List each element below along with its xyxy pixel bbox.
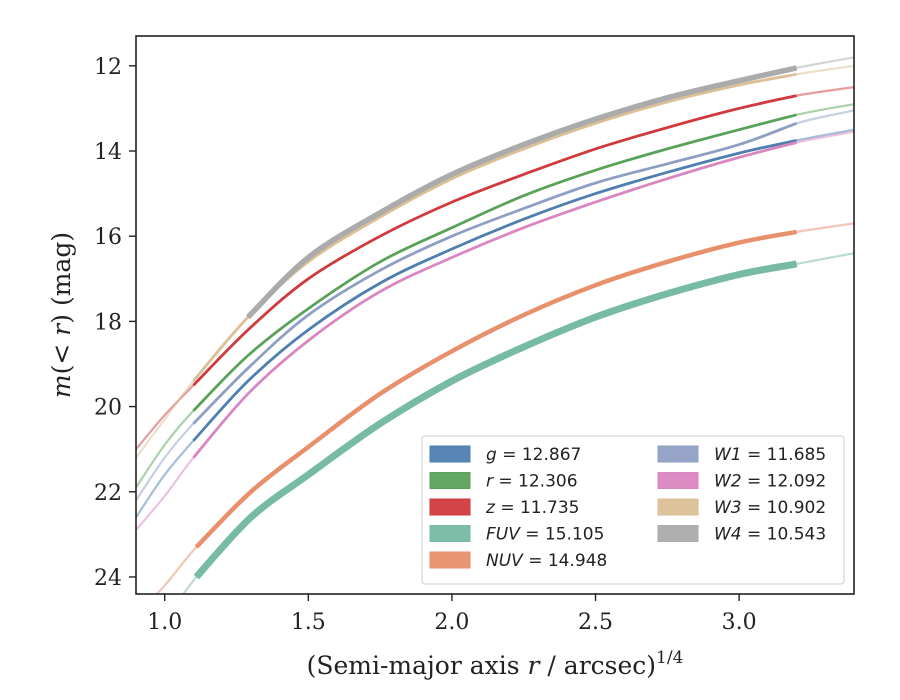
series-fuv xyxy=(182,252,854,594)
series-g xyxy=(136,128,854,518)
series-line xyxy=(192,141,797,459)
series-line xyxy=(192,139,797,442)
y-axis: 12 14 16 18 20 22 24 xyxy=(94,55,136,591)
legend-label: g = 12.867 xyxy=(486,445,581,465)
series-line xyxy=(194,229,798,549)
y-tick-label: 14 xyxy=(94,140,122,165)
legend-box xyxy=(421,435,845,585)
series-w4 xyxy=(246,56,854,320)
plot-frame xyxy=(135,35,855,595)
legend-swatch xyxy=(657,472,699,489)
y-tick-label: 22 xyxy=(94,481,122,506)
legend-swatch xyxy=(657,445,699,463)
x-axis-label: (Semi-major axis r / arcsec)1/4 xyxy=(307,648,684,680)
legend-item-nuv: NUV = 14.948 xyxy=(429,551,607,571)
legend-item-g: g = 12.867 xyxy=(429,445,581,465)
x-tick-label: 1.0 xyxy=(147,610,182,635)
series-z xyxy=(136,86,854,450)
legend-item-r: r = 12.306 xyxy=(429,472,578,492)
legend-item-fuv: FUV = 15.105 xyxy=(429,525,604,545)
series-line xyxy=(192,121,798,425)
legend-label: FUV = 15.105 xyxy=(486,525,604,545)
series-line-faint xyxy=(247,56,854,318)
legend-label: W3 = 10.902 xyxy=(714,498,826,518)
y-tick-label: 24 xyxy=(94,566,122,591)
legend: g = 12.867 r = 12.306 z = 11.735 FUV = 15.1… xyxy=(421,435,845,585)
legend-label: W1 = 11.685 xyxy=(714,445,826,465)
series-line xyxy=(192,94,797,387)
x-tick-label: 1.5 xyxy=(291,610,326,635)
legend-item-w4: W4 = 10.543 xyxy=(657,525,826,545)
series-line xyxy=(193,260,798,580)
legend-swatch xyxy=(429,551,471,569)
series-w2 xyxy=(136,130,854,531)
legend-label: z = 11.735 xyxy=(485,498,579,518)
legend-swatch xyxy=(429,498,471,516)
legend-item-w3: W3 = 10.902 xyxy=(657,498,826,518)
y-tick-label: 18 xyxy=(94,310,122,335)
x-axis: 1.0 1.5 2.0 2.5 3.0 xyxy=(147,594,757,635)
legend-label: W2 = 12.092 xyxy=(714,472,826,492)
legend-swatch xyxy=(657,525,699,542)
legend-item-z: z = 11.735 xyxy=(429,498,579,518)
x-tick-label: 3.0 xyxy=(722,610,757,635)
series-line-faint xyxy=(136,103,854,489)
legend-swatch xyxy=(429,445,471,463)
x-tick-label: 2.5 xyxy=(578,610,613,635)
legend-item-w2: W2 = 12.092 xyxy=(657,472,826,492)
legend-swatch xyxy=(429,472,471,489)
y-tick-label: 16 xyxy=(94,225,122,250)
series-layer xyxy=(136,56,854,594)
series-w1 xyxy=(136,109,854,501)
y-tick-label: 20 xyxy=(94,396,122,421)
legend-label: W4 = 10.543 xyxy=(714,525,826,545)
legend-label: NUV = 14.948 xyxy=(486,551,607,571)
series-line xyxy=(246,65,798,320)
x-tick-label: 2.0 xyxy=(434,610,469,635)
series-nuv xyxy=(155,222,854,594)
legend-swatch xyxy=(429,525,471,542)
series-r xyxy=(136,103,854,489)
series-line xyxy=(192,113,797,412)
legend-label: r = 12.306 xyxy=(486,472,578,492)
legend-item-w1: W1 = 11.685 xyxy=(657,445,826,465)
legend-swatch xyxy=(657,498,699,516)
y-axis-label: m(< r) (mag) xyxy=(47,232,76,398)
y-tick-label: 12 xyxy=(94,55,122,80)
